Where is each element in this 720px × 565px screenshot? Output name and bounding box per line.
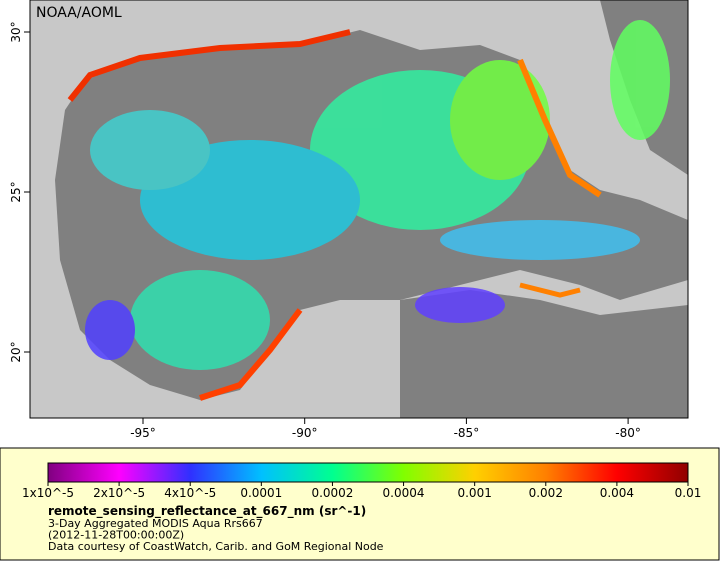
coastal-band — [517, 58, 602, 198]
caption-line: (2012-11-28T00:00:00Z) — [48, 529, 184, 542]
variable-name: remote_sensing_reflectance_at_667_nm (sr… — [48, 504, 366, 519]
caption-line: 3-Day Aggregated MODIS Aqua Rrs667 — [48, 517, 263, 530]
colorbar-label: 0.002 — [529, 486, 563, 500]
colorbar — [47, 462, 689, 483]
colorbar-label: 0.004 — [600, 486, 634, 500]
colorbar-label: 4x10^-5 — [164, 486, 216, 500]
lon-tick-label: -90° — [292, 426, 318, 440]
lat-tick-label: 20° — [9, 341, 23, 362]
lat-tick-label: 25° — [9, 181, 23, 202]
swath — [610, 20, 670, 140]
colorbar-label: 2x10^-5 — [93, 486, 145, 500]
colorbar-label: 0.001 — [457, 486, 491, 500]
map — [30, 0, 688, 418]
label-box — [32, 2, 132, 22]
lon-tick-label: -85° — [454, 426, 480, 440]
swath — [90, 110, 210, 190]
coastal-band — [519, 282, 581, 298]
swath — [130, 270, 270, 370]
caption-line: Data courtesy of CoastWatch, Carib. and … — [48, 540, 384, 553]
map-label: NOAA/AOML — [36, 5, 122, 21]
lat-tick-label: 30° — [9, 21, 23, 42]
colorbar-label: 0.01 — [675, 486, 702, 500]
colorbar-label: 1x10^-5 — [22, 486, 74, 500]
colorbar-label: 0.0001 — [240, 486, 282, 500]
swath — [415, 287, 505, 323]
swath — [450, 60, 550, 180]
colorbar-label: 0.0004 — [383, 486, 425, 500]
colorbar-label: 0.0002 — [311, 486, 353, 500]
swath — [85, 300, 135, 360]
map-frame — [29, 0, 689, 419]
lon-tick-label: -95° — [130, 426, 156, 440]
coastal-band — [199, 308, 303, 401]
swath — [440, 220, 640, 260]
lon-tick-label: -80° — [615, 426, 641, 440]
coastal-band — [67, 29, 351, 102]
reflectance-field — [85, 20, 670, 370]
